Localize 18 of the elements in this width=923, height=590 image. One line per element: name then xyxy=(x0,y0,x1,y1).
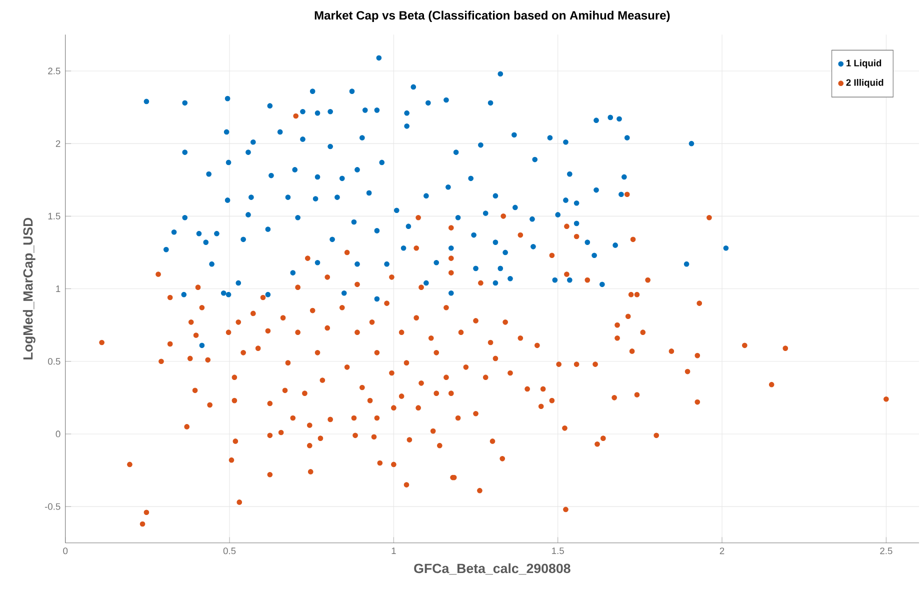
x-tick-label: 0 xyxy=(63,548,68,554)
x-tick-label: 0.5 xyxy=(223,548,236,554)
y-tick-label: -0.5 xyxy=(44,503,60,510)
x-tick-label: 2.5 xyxy=(880,548,892,554)
y-tick-label: 0 xyxy=(56,430,60,438)
legend-label: 2 Illiquid xyxy=(846,79,884,88)
y-tick-label: 1 xyxy=(56,286,60,292)
y-tick-label: 1.5 xyxy=(48,213,60,220)
y-tick-label: 0.5 xyxy=(48,358,60,365)
y-tick-label: 2.5 xyxy=(48,68,60,74)
y-tick-label: 2 xyxy=(56,140,60,148)
x-tick-label: 1 xyxy=(392,548,396,554)
x-tick-label: 1.5 xyxy=(552,548,564,554)
legend-label: 1 Liquid xyxy=(846,60,882,68)
chart-title: Market Cap vs Beta (Classification based on Amihud Measure) xyxy=(314,10,670,22)
x-axis-title: GFCa_Beta_calc_290808 xyxy=(414,564,570,575)
y-axis-title: LogMed_MarCap_USD xyxy=(22,218,36,360)
x-tick-label: 2 xyxy=(720,548,724,554)
